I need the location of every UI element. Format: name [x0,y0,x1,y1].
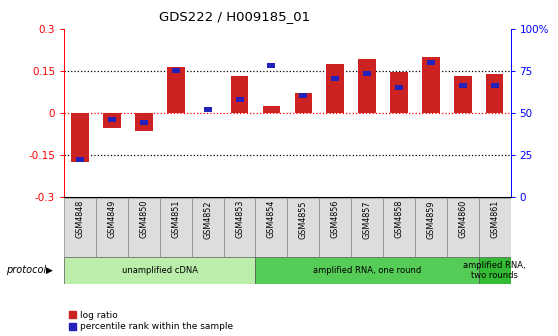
Bar [363,72,371,77]
Bar [96,198,128,257]
Bar [454,76,472,113]
Bar [383,198,415,257]
Text: GSM4859: GSM4859 [426,200,435,239]
Bar [231,76,248,113]
Text: GSM4849: GSM4849 [108,200,117,238]
Text: GSM4858: GSM4858 [395,200,403,238]
Text: GSM4850: GSM4850 [140,200,148,238]
Text: GSM4855: GSM4855 [299,200,308,239]
Bar [160,198,192,257]
Bar [263,106,280,113]
Bar [395,85,403,90]
Bar [319,198,351,257]
Text: GSM4848: GSM4848 [76,200,85,238]
Bar [295,93,312,113]
Bar [479,198,511,257]
Bar [64,257,256,284]
Bar [422,56,440,113]
Text: protocol: protocol [6,265,46,276]
Bar [326,64,344,113]
Bar [490,83,499,88]
Text: unamplified cDNA: unamplified cDNA [122,266,198,275]
Bar [235,97,243,102]
Bar [415,198,447,257]
Bar [76,157,84,162]
Legend: log ratio, percentile rank within the sample: log ratio, percentile rank within the sa… [69,311,233,332]
Bar [486,74,503,113]
Bar [64,198,96,257]
Bar [447,198,479,257]
Text: GSM4853: GSM4853 [235,200,244,238]
Bar [287,198,319,257]
Bar [299,93,307,98]
Bar [172,68,180,73]
Bar [459,83,466,88]
Bar [390,72,408,113]
Text: GSM4857: GSM4857 [363,200,372,239]
Bar [256,198,287,257]
Bar [71,113,89,162]
Bar [256,257,479,284]
Text: GDS222 / H009185_01: GDS222 / H009185_01 [159,10,310,23]
Text: GSM4851: GSM4851 [171,200,180,238]
Bar [128,198,160,257]
Text: GSM4854: GSM4854 [267,200,276,238]
Bar [427,60,435,65]
Bar [103,113,121,128]
Bar [192,198,224,257]
Bar [140,120,148,125]
Bar [351,198,383,257]
Bar [204,107,211,112]
Text: amplified RNA,
two rounds: amplified RNA, two rounds [463,261,526,280]
Text: GSM4861: GSM4861 [490,200,499,238]
Text: GSM4860: GSM4860 [458,200,467,238]
Text: ▶: ▶ [46,266,53,275]
Text: GSM4856: GSM4856 [331,200,340,238]
Text: GSM4852: GSM4852 [203,200,212,239]
Bar [108,117,116,122]
Bar [224,198,256,257]
Bar [358,59,376,113]
Bar [479,257,511,284]
Bar [331,77,339,82]
Text: amplified RNA, one round: amplified RNA, one round [313,266,421,275]
Bar [167,67,185,113]
Bar [135,113,153,131]
Bar [267,63,276,68]
